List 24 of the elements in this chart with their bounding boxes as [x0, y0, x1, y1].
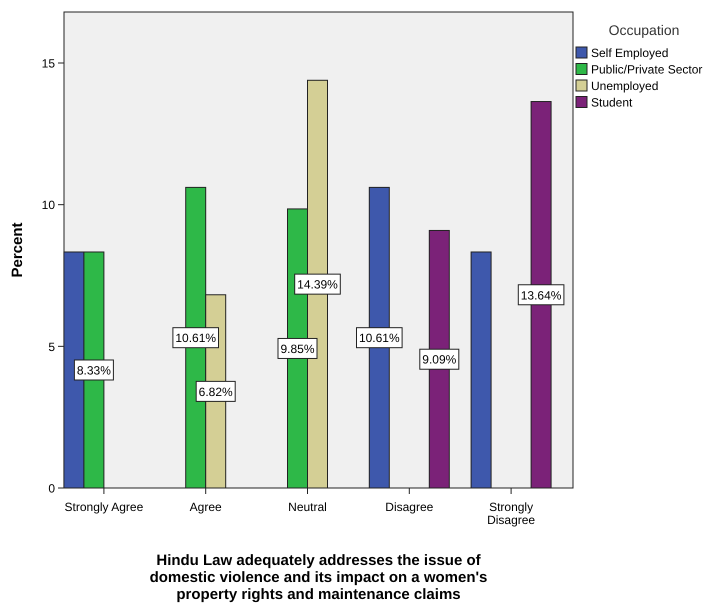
data-label: 6.82% [198, 384, 234, 399]
data-label: 8.33% [76, 363, 112, 378]
x-tick-label: Strongly Disagree [487, 500, 536, 527]
x-tick-label: Strongly Agree [64, 500, 144, 514]
x-tick-label: Disagree [385, 500, 434, 514]
legend-label: Self Employed [591, 46, 668, 60]
x-axis-title: Hindu Law adequately addresses the issue of domestic violence and its impact on a women's property rights and maintenance claims [150, 552, 488, 603]
data-label: 14.39% [297, 278, 338, 292]
legend-label: Public/Private Sector [591, 62, 702, 76]
y-tick-label: 15 [42, 56, 56, 70]
data-label: 10.61% [175, 331, 216, 346]
y-tick-label: 5 [48, 340, 56, 354]
data-label: 9.85% [280, 342, 315, 356]
x-tick-label: Agree [190, 500, 222, 514]
legend-label: Student [591, 96, 634, 110]
legend-title: Occupation [608, 22, 680, 38]
data-label: 13.64% [520, 288, 562, 302]
legend-label: Unemployed [591, 79, 658, 93]
x-tick-label: Neutral [288, 500, 327, 514]
y-tick-label: 0 [48, 482, 56, 496]
y-tick-label: 10 [42, 198, 56, 212]
data-label: 10.61% [358, 331, 400, 346]
data-label: 9.09% [422, 352, 457, 367]
y-axis-title: Percent [9, 222, 26, 278]
